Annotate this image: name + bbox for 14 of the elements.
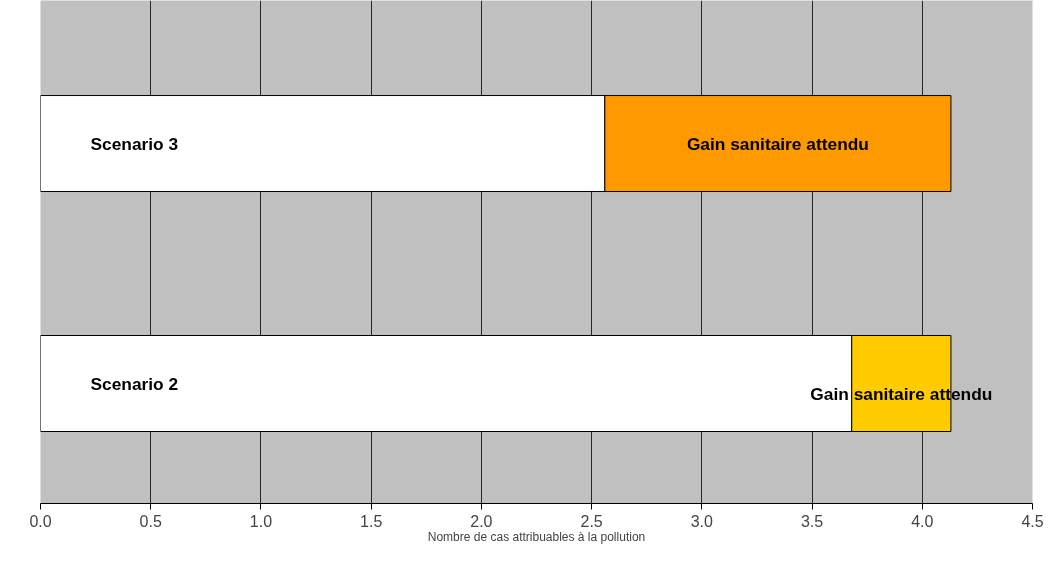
x-axis-title: Nombre de cas attribuables à la pollution (427, 529, 646, 544)
data-label: Gain sanitaire attendu (686, 133, 869, 154)
y-tick-label: Scenario 3 (90, 133, 179, 154)
x-tick-label: 3.5 (800, 512, 824, 530)
x-tick-label: 4.5 (1021, 512, 1044, 530)
x-tick-label: 2.5 (580, 512, 603, 530)
x-tick-label: 2.0 (470, 512, 493, 530)
x-tick-label: 0.5 (139, 512, 162, 530)
y-tick-label: Scenario 2 (90, 373, 179, 394)
x-tick-label: 1.0 (249, 512, 273, 530)
x-tick-label: 3.0 (690, 512, 714, 530)
x-tick-label: 1.5 (360, 512, 383, 530)
x-tick-label: 4.0 (911, 512, 934, 530)
x-tick-label: 0.0 (29, 512, 52, 530)
